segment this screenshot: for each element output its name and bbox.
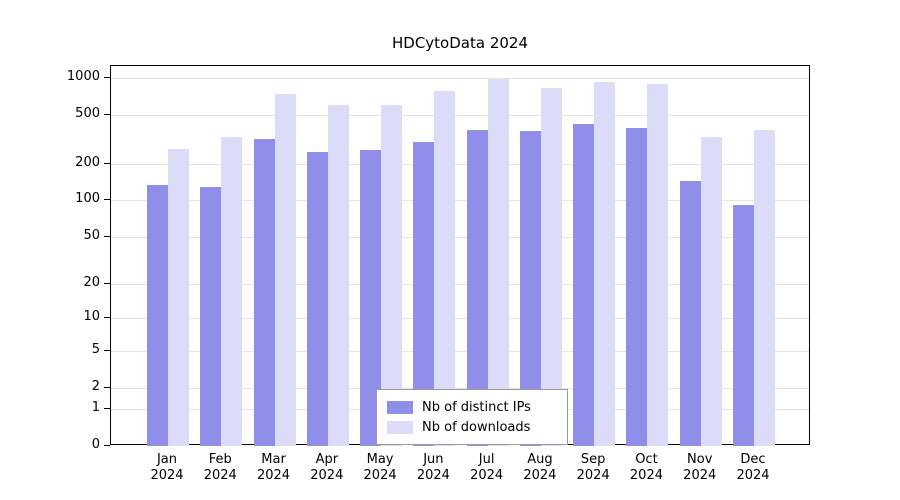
bar-downloads-dec — [754, 129, 775, 446]
x-tick-label: Nov 2024 — [683, 452, 717, 483]
bar-downloads-oct — [647, 83, 669, 446]
gridline — [111, 387, 809, 389]
y-tick-mark — [104, 199, 110, 201]
y-tick-mark — [104, 317, 110, 319]
legend-swatch-downloads — [387, 420, 413, 434]
y-tick-mark — [104, 282, 110, 284]
x-tick-label: Dec 2024 — [736, 452, 770, 483]
x-tick-label: Oct 2024 — [629, 452, 663, 483]
bar-distinct-ips-jun — [413, 142, 435, 446]
legend-label-downloads: Nb of downloads — [422, 419, 531, 435]
bar-distinct-ips-jul — [466, 130, 488, 446]
gridline — [111, 78, 809, 80]
x-tick-label: Sep 2024 — [576, 452, 610, 483]
bar-distinct-ips-nov — [679, 180, 701, 446]
y-tick-mark — [104, 408, 110, 410]
y-tick-label: 20 — [83, 274, 100, 290]
legend-item-distinct-ips: Nb of distinct IPs — [387, 397, 557, 417]
y-tick-label: 200 — [75, 154, 100, 170]
gridline — [111, 350, 809, 352]
x-tick-label: May 2024 — [363, 452, 397, 483]
bar-downloads-apr — [327, 104, 349, 446]
bar-downloads-feb — [221, 137, 243, 446]
y-tick-mark — [104, 445, 110, 446]
legend: Nb of distinct IPs Nb of downloads — [376, 389, 568, 445]
x-tick-label: Feb 2024 — [203, 452, 237, 483]
y-tick-label: 0 — [91, 437, 100, 452]
legend-swatch-distinct-ips — [387, 400, 413, 414]
x-tick-label: Mar 2024 — [256, 452, 291, 483]
gridline — [111, 236, 809, 238]
x-tick-label: Jun 2024 — [416, 452, 450, 483]
gridline — [111, 200, 809, 202]
bar-downloads-sep — [594, 82, 616, 446]
y-tick-mark — [104, 349, 110, 351]
bar-downloads-nov — [700, 137, 722, 446]
x-tick-label: Jan 2024 — [150, 452, 184, 483]
y-tick-label: 100 — [75, 191, 100, 207]
bar-distinct-ips-oct — [626, 127, 648, 446]
gridline — [111, 163, 809, 165]
bar-distinct-ips-jan — [147, 184, 168, 446]
bar-downloads-jul — [487, 79, 509, 446]
y-tick-label: 5 — [91, 341, 100, 357]
bar-distinct-ips-may — [360, 149, 382, 446]
x-tick-label: Apr 2024 — [310, 452, 344, 483]
x-tick-label: Aug 2024 — [523, 452, 557, 483]
gridline — [111, 283, 809, 285]
y-tick-mark — [104, 162, 110, 164]
bar-downloads-may — [381, 104, 403, 446]
y-tick-label: 50 — [83, 227, 100, 243]
y-tick-label: 500 — [75, 106, 100, 122]
legend-item-downloads: Nb of downloads — [387, 417, 557, 437]
bar-distinct-ips-mar — [253, 138, 275, 446]
bar-distinct-ips-aug — [519, 131, 541, 446]
bar-distinct-ips-apr — [306, 151, 328, 446]
legend-label-distinct-ips: Nb of distinct IPs — [422, 399, 531, 415]
y-tick-label: 1000 — [66, 69, 100, 85]
chart-title: HDCytoData 2024 — [392, 34, 528, 52]
bar-distinct-ips-feb — [200, 186, 222, 446]
y-tick-label: 10 — [83, 309, 100, 325]
y-tick-mark — [104, 386, 110, 388]
x-tick-label: Jul 2024 — [470, 452, 504, 483]
y-tick-mark — [104, 114, 110, 116]
y-tick-mark — [104, 235, 110, 237]
y-tick-label: 2 — [91, 378, 100, 394]
bar-downloads-jan — [168, 148, 189, 446]
y-tick-mark — [104, 77, 110, 79]
bar-distinct-ips-dec — [733, 204, 754, 446]
bar-downloads-jun — [434, 91, 456, 446]
plot-area — [110, 65, 810, 446]
bar-downloads-aug — [540, 88, 562, 446]
gridline — [111, 115, 809, 117]
bar-downloads-mar — [274, 94, 296, 446]
y-tick-label: 1 — [91, 400, 100, 416]
bar-distinct-ips-sep — [573, 124, 595, 446]
gridline — [111, 318, 809, 320]
